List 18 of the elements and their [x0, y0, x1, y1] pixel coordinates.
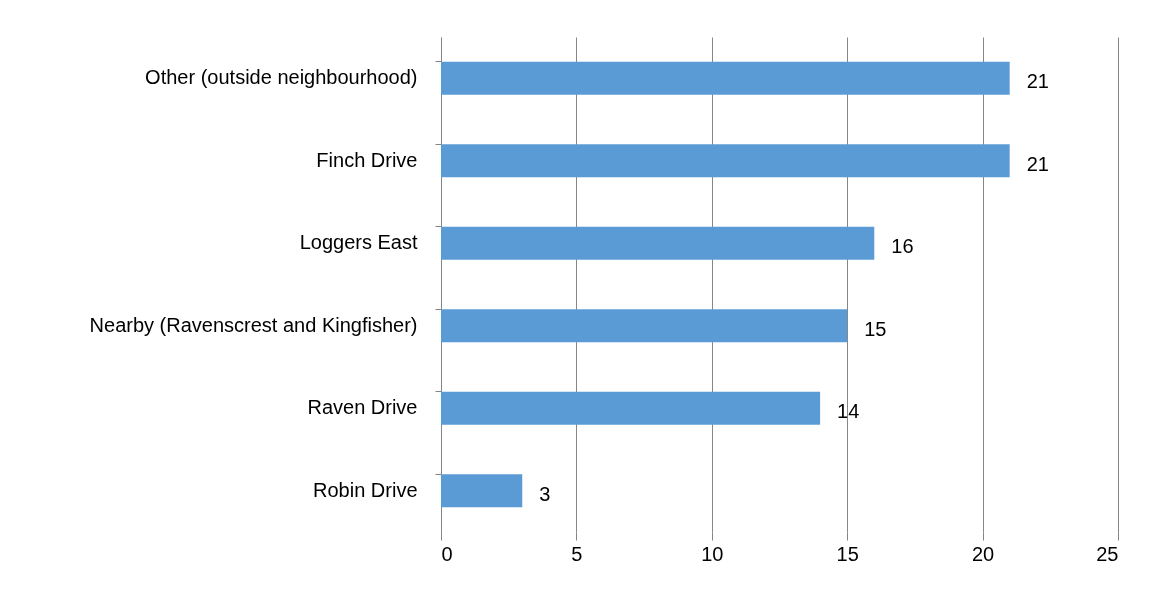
data-label: 14 — [837, 400, 860, 423]
data-label: 15 — [864, 317, 887, 340]
data-label: 21 — [1026, 152, 1049, 175]
data-label: 16 — [891, 235, 914, 258]
y-tick-label: Loggers East — [299, 231, 418, 254]
y-tick-label: Nearby (Ravenscrest and Kingfisher) — [89, 313, 418, 336]
y-tick-label: Finch Drive — [316, 148, 418, 171]
data-label: 21 — [1026, 70, 1049, 93]
data-label: 3 — [539, 482, 551, 505]
y-tick-label: Other (outside neighbourhood) — [145, 66, 418, 89]
x-tick-label: 20 — [971, 542, 995, 565]
y-tick-label: Raven Drive — [307, 396, 418, 419]
x-tick-label: 25 — [1096, 542, 1119, 565]
x-tick-label: 15 — [836, 542, 859, 565]
x-tick-label: 5 — [571, 542, 583, 565]
x-tick-label: 10 — [701, 542, 724, 565]
y-tick-label: Robin Drive — [313, 478, 418, 501]
x-tick-label: 0 — [441, 542, 453, 565]
